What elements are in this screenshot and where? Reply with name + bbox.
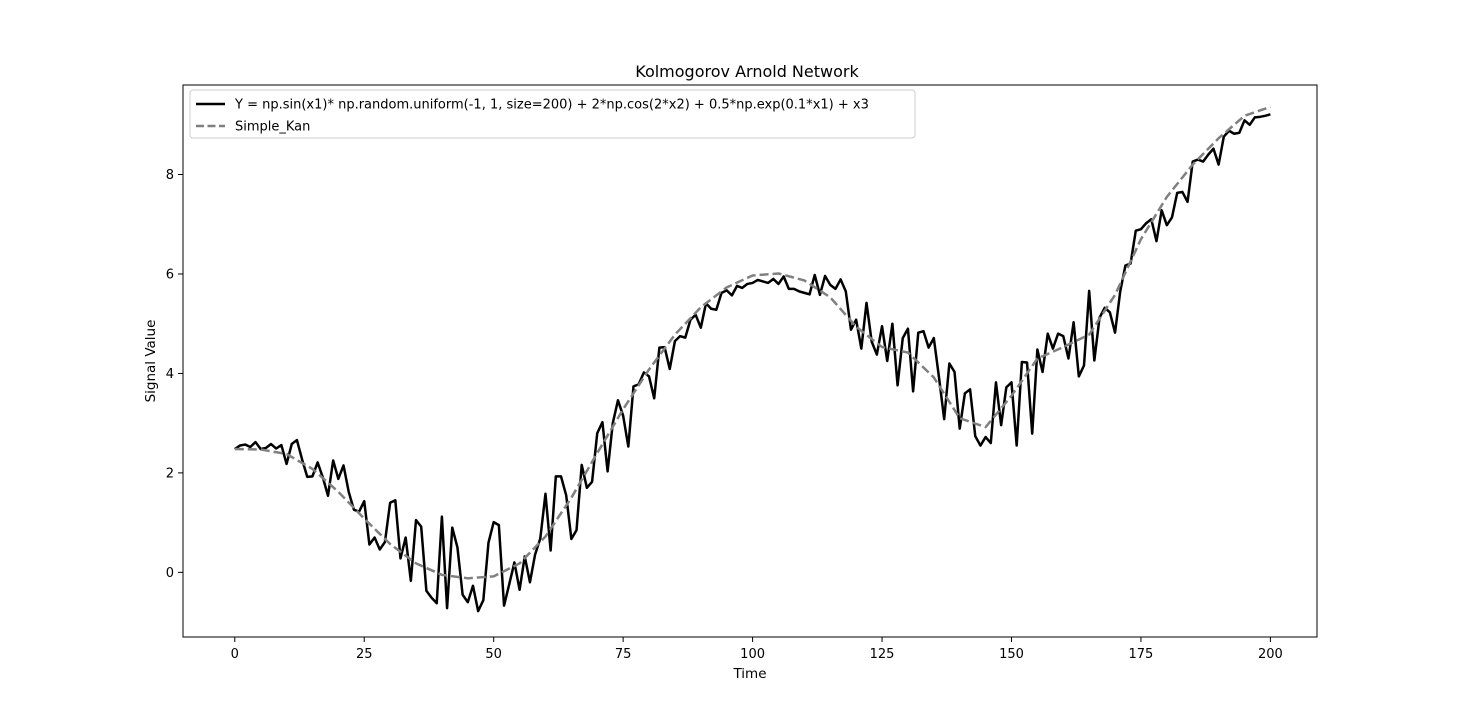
legend-box [189, 89, 916, 139]
chart-title: Kolmogorov Arnold Network [635, 62, 859, 81]
y-tick-label: 4 [166, 367, 174, 382]
x-tick-label: 100 [740, 647, 765, 662]
legend-label-series-1: Y = np.sin(x1)* np.random.uniform(-1, 1,… [234, 98, 869, 113]
axes-frame [182, 84, 1318, 638]
x-axis-label: Time [732, 666, 766, 682]
x-tick-label: 75 [615, 647, 632, 662]
y-axis-label: Signal Value [143, 320, 159, 403]
series-line-2 [234, 105, 1271, 580]
legend-label-series-2: Simple_Kan [235, 120, 310, 135]
y-tick-label: 8 [166, 168, 174, 183]
y-tick-label: 2 [166, 466, 174, 481]
series-line-1 [234, 113, 1271, 613]
x-tick-label: 175 [1129, 647, 1154, 662]
x-tick-label: 150 [999, 647, 1024, 662]
plot-area [234, 105, 1271, 613]
axes: 0 25 50 75 100 125 150 175 200 0 2 4 6 8 [166, 84, 1318, 662]
x-tick-label: 200 [1258, 647, 1283, 662]
x-tick-label: 0 [231, 647, 239, 662]
x-tick-label: 25 [356, 647, 373, 662]
y-tick-label: 0 [166, 566, 174, 581]
x-tick-label: 50 [485, 647, 502, 662]
legend: Y = np.sin(x1)* np.random.uniform(-1, 1,… [189, 89, 916, 139]
y-tick-label: 6 [166, 267, 174, 282]
x-tick-label: 125 [870, 647, 895, 662]
